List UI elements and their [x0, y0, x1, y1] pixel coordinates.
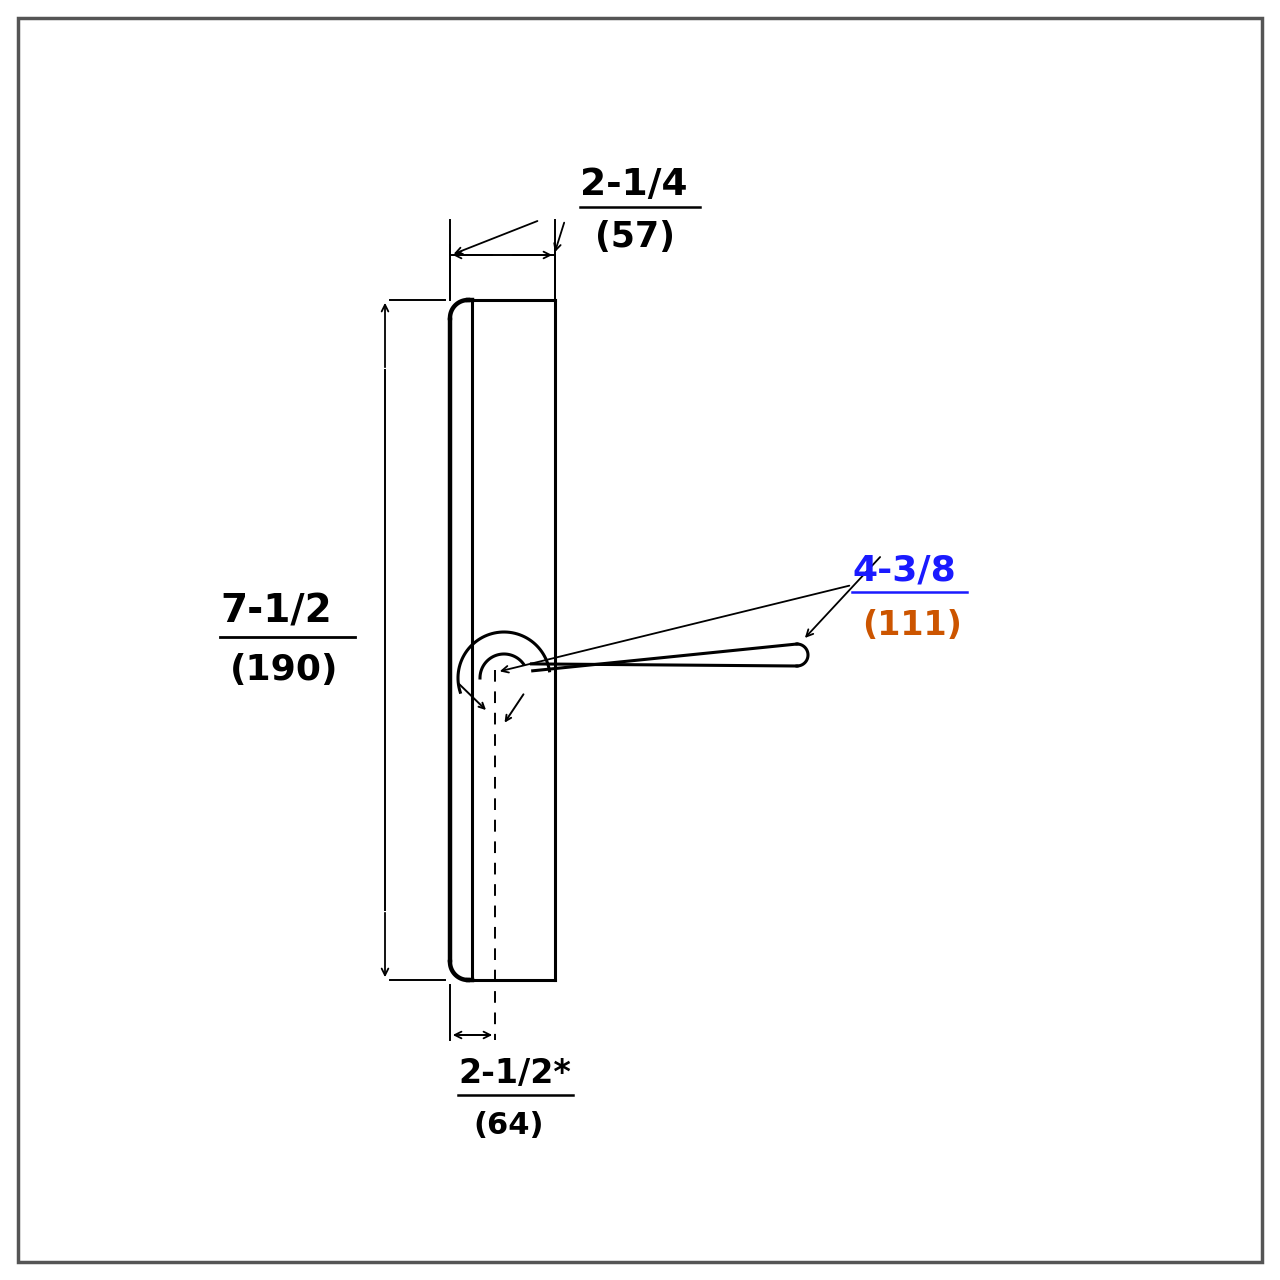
Text: 4-3/8: 4-3/8 — [852, 553, 956, 588]
Text: (64): (64) — [474, 1111, 544, 1139]
Text: (111): (111) — [861, 608, 961, 641]
Text: 2-1/4: 2-1/4 — [580, 166, 687, 204]
Text: 7-1/2: 7-1/2 — [220, 593, 332, 631]
Text: (57): (57) — [595, 220, 675, 253]
Text: (190): (190) — [230, 653, 338, 687]
Text: 2-1/2*: 2-1/2* — [458, 1056, 571, 1089]
